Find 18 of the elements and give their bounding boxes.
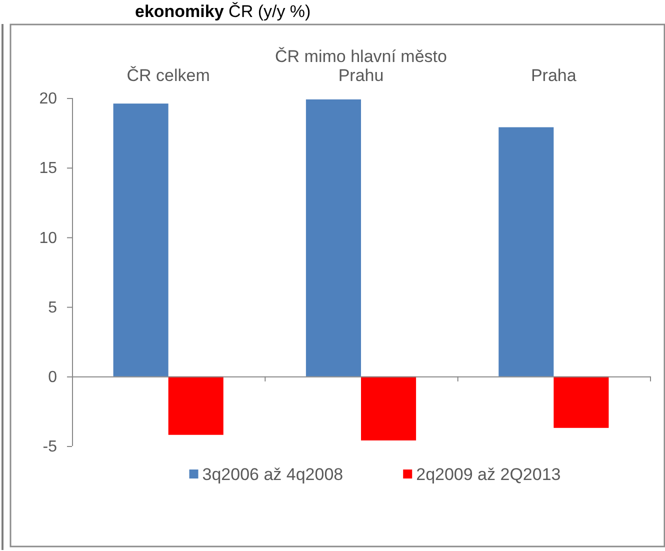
bar [168,376,224,435]
bar [306,99,361,376]
x-tick-label: ČR mimo hlavní město Prahu [275,47,447,85]
bar [361,376,416,440]
legend-label: 3q2006 až 4q2008 [202,464,344,484]
y-tick-label: 0 [48,369,58,386]
bar [498,127,554,376]
y-tick-label: 20 [39,90,58,108]
y-tick-label: 15 [39,160,58,178]
y-tick-label: 10 [39,230,58,247]
x-tick-label: ČR celkem [126,66,210,85]
bar [554,376,609,428]
x-tick-label: Praha [530,66,577,85]
y-tick-label: 5 [48,299,58,316]
chart-title: ekonomiky ČR (y/y %) [135,2,311,21]
legend-label: 2q2009 až 2Q2013 [416,464,561,484]
y-tick-label: -5 [42,438,58,456]
bar [113,104,168,376]
